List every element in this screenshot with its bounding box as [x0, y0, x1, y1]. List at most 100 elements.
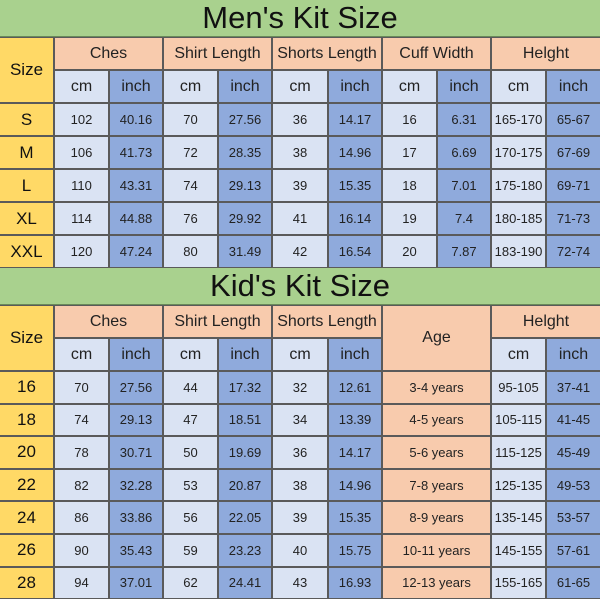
inch-cell: 14.96 — [329, 137, 381, 168]
cm-cell: 47 — [164, 404, 217, 436]
inch-cell: 16.93 — [329, 567, 381, 599]
unit-header: inch — [110, 71, 162, 102]
inch-cell: 47.24 — [110, 236, 162, 267]
inch-cell: 18.51 — [219, 404, 271, 436]
inch-cell: 29.13 — [219, 170, 271, 201]
unit-header: cm — [164, 339, 217, 370]
cm-cell: 56 — [164, 502, 217, 533]
unit-header: cm — [55, 339, 108, 370]
size-label: 16 — [0, 372, 53, 403]
cm-cell: 34 — [273, 404, 327, 436]
size-label: 26 — [0, 534, 53, 566]
group-header: Shorts Length — [273, 38, 381, 69]
size-label: 22 — [0, 469, 53, 501]
cm-cell: 32 — [273, 372, 327, 403]
group-header: Shorts Length — [273, 306, 381, 337]
age-cell: 10-11 years — [383, 534, 490, 566]
cm-cell: 70 — [55, 372, 108, 403]
cm-cell: 41 — [273, 203, 327, 234]
unit-header: cm — [164, 71, 217, 102]
cm-cell: 53 — [164, 469, 217, 501]
group-header: Helght — [492, 306, 600, 337]
cm-cell: 40 — [273, 534, 327, 566]
inch-cell: 41-45 — [547, 404, 600, 436]
inch-cell: 28.35 — [219, 137, 271, 168]
inch-cell: 23.23 — [219, 534, 271, 566]
inch-cell: 27.56 — [110, 372, 162, 403]
cm-cell: 90 — [55, 534, 108, 566]
unit-header: inch — [547, 71, 600, 102]
cm-cell: 82 — [55, 469, 108, 501]
kids-size-section: Kid's Kit Size Size Ches cm inch Shirt Lengt… — [0, 268, 600, 600]
cm-cell: 39 — [273, 170, 327, 201]
cm-cell: 18 — [383, 170, 436, 201]
inch-cell: 14.17 — [329, 104, 381, 135]
inch-cell: 69-71 — [547, 170, 600, 201]
inch-cell: 29.13 — [110, 404, 162, 436]
inch-cell: 14.17 — [329, 437, 381, 468]
unit-header: inch — [219, 339, 271, 370]
inch-cell: 12.61 — [329, 372, 381, 403]
unit-header: inch — [110, 339, 162, 370]
inch-cell: 6.69 — [438, 137, 490, 168]
inch-cell: 15.75 — [329, 534, 381, 566]
cm-cell: 175-180 — [492, 170, 545, 201]
inch-cell: 41.73 — [110, 137, 162, 168]
inch-cell: 53-57 — [547, 502, 600, 533]
cm-cell: 42 — [273, 236, 327, 267]
cm-cell: 110 — [55, 170, 108, 201]
cm-cell: 44 — [164, 372, 217, 403]
unit-header: cm — [55, 71, 108, 102]
age-cell: 8-9 years — [383, 502, 490, 533]
inch-cell: 22.05 — [219, 502, 271, 533]
cm-cell: 39 — [273, 502, 327, 533]
cm-cell: 59 — [164, 534, 217, 566]
cm-cell: 74 — [55, 404, 108, 436]
cm-cell: 19 — [383, 203, 436, 234]
kids-size-table: Size Ches cm inch Shirt Length cm inch Shorts L… — [0, 305, 600, 600]
unit-header: cm — [492, 71, 545, 102]
cm-cell: 72 — [164, 137, 217, 168]
cm-cell: 38 — [273, 469, 327, 501]
group-header: Shirt Length — [164, 38, 271, 69]
cm-cell: 145-155 — [492, 534, 545, 566]
unit-header: cm — [273, 71, 327, 102]
cm-cell: 86 — [55, 502, 108, 533]
inch-cell: 6.31 — [438, 104, 490, 135]
size-label: S — [0, 104, 53, 135]
unit-header: inch — [329, 71, 381, 102]
cm-cell: 102 — [55, 104, 108, 135]
unit-header: inch — [438, 71, 490, 102]
cm-cell: 38 — [273, 137, 327, 168]
unit-header: cm — [273, 339, 327, 370]
cm-cell: 120 — [55, 236, 108, 267]
inch-cell: 32.28 — [110, 469, 162, 501]
inch-cell: 40.16 — [110, 104, 162, 135]
size-label: 24 — [0, 502, 53, 533]
cm-cell: 180-185 — [492, 203, 545, 234]
kids-title: Kid's Kit Size — [0, 268, 600, 305]
cm-cell: 170-175 — [492, 137, 545, 168]
size-label: 20 — [0, 437, 53, 468]
cm-cell: 95-105 — [492, 372, 545, 403]
inch-cell: 13.39 — [329, 404, 381, 436]
inch-cell: 43.31 — [110, 170, 162, 201]
cm-cell: 36 — [273, 104, 327, 135]
age-cell: 12-13 years — [383, 567, 490, 599]
cm-cell: 62 — [164, 567, 217, 599]
group-header: Cuff Width — [383, 38, 490, 69]
unit-header: cm — [383, 71, 436, 102]
inch-cell: 16.54 — [329, 236, 381, 267]
inch-cell: 16.14 — [329, 203, 381, 234]
inch-cell: 44.88 — [110, 203, 162, 234]
size-label: XL — [0, 203, 53, 234]
cm-cell: 78 — [55, 437, 108, 468]
age-cell: 3-4 years — [383, 372, 490, 403]
mens-title: Men's Kit Size — [0, 0, 600, 37]
group-header: Helght — [492, 38, 600, 69]
size-label: 18 — [0, 404, 53, 436]
inch-cell: 20.87 — [219, 469, 271, 501]
inch-cell: 7.01 — [438, 170, 490, 201]
cm-cell: 76 — [164, 203, 217, 234]
inch-cell: 37.01 — [110, 567, 162, 599]
